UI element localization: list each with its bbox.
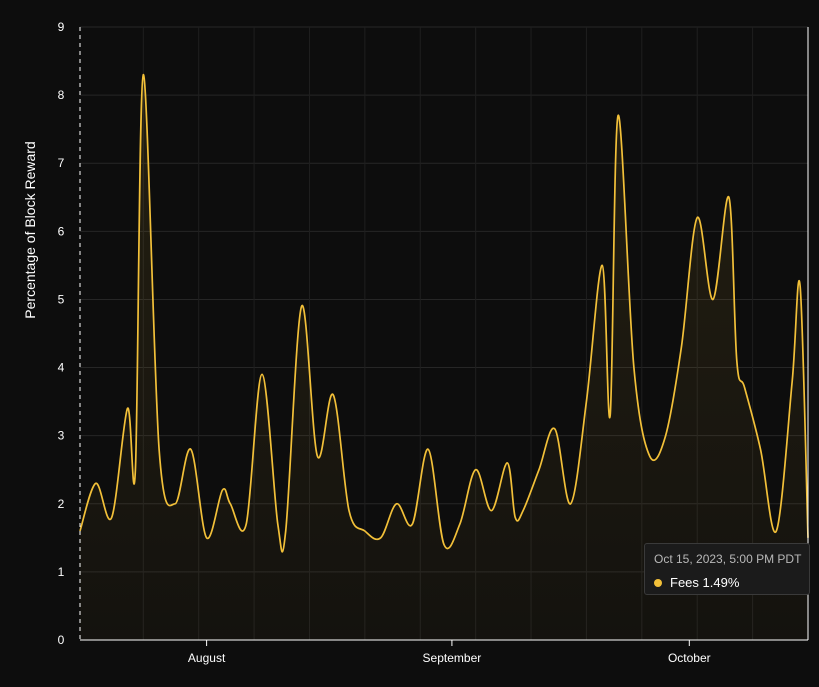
tooltip-date: Oct 15, 2023, 5:00 PM PDT <box>654 552 802 566</box>
tooltip-series-value: 1.49% <box>702 575 740 590</box>
tooltip-row: Fees 1.49% <box>654 575 739 590</box>
y-tick-label: 5 <box>58 292 65 306</box>
y-tick-label: 9 <box>58 20 65 34</box>
series-line-fees <box>79 73 809 553</box>
x-tick-label: September <box>423 651 482 665</box>
y-axis-label: Percentage of Block Reward <box>22 141 38 319</box>
y-tick-label: 3 <box>58 429 65 443</box>
x-tick-label: August <box>188 651 226 665</box>
y-axis-title: Percentage of Block Reward <box>0 0 40 687</box>
series-area-fees <box>80 74 808 640</box>
y-tick-label: 4 <box>58 361 65 375</box>
hover-tooltip: Oct 15, 2023, 5:00 PM PDT Fees 1.49% <box>644 543 810 595</box>
tooltip-series-label: Fees <box>670 575 699 590</box>
y-tick-label: 1 <box>58 565 65 579</box>
x-tick-label: October <box>668 651 711 665</box>
y-tick-label: 0 <box>58 633 65 647</box>
y-tick-label: 8 <box>58 88 65 102</box>
y-tick-label: 7 <box>58 156 65 170</box>
series-dot-icon <box>654 578 662 587</box>
y-tick-label: 6 <box>58 224 65 238</box>
y-tick-label: 2 <box>58 497 65 511</box>
